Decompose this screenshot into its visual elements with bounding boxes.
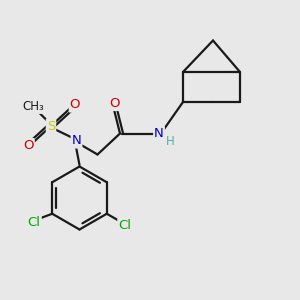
Text: Cl: Cl [28,216,41,229]
Text: O: O [109,97,119,110]
Text: N: N [154,127,164,140]
Text: Cl: Cl [118,219,131,232]
Text: O: O [23,139,34,152]
Text: S: S [47,119,55,133]
Text: CH₃: CH₃ [22,100,44,113]
Text: N: N [72,134,81,148]
Text: H: H [166,135,175,148]
Text: O: O [70,98,80,112]
